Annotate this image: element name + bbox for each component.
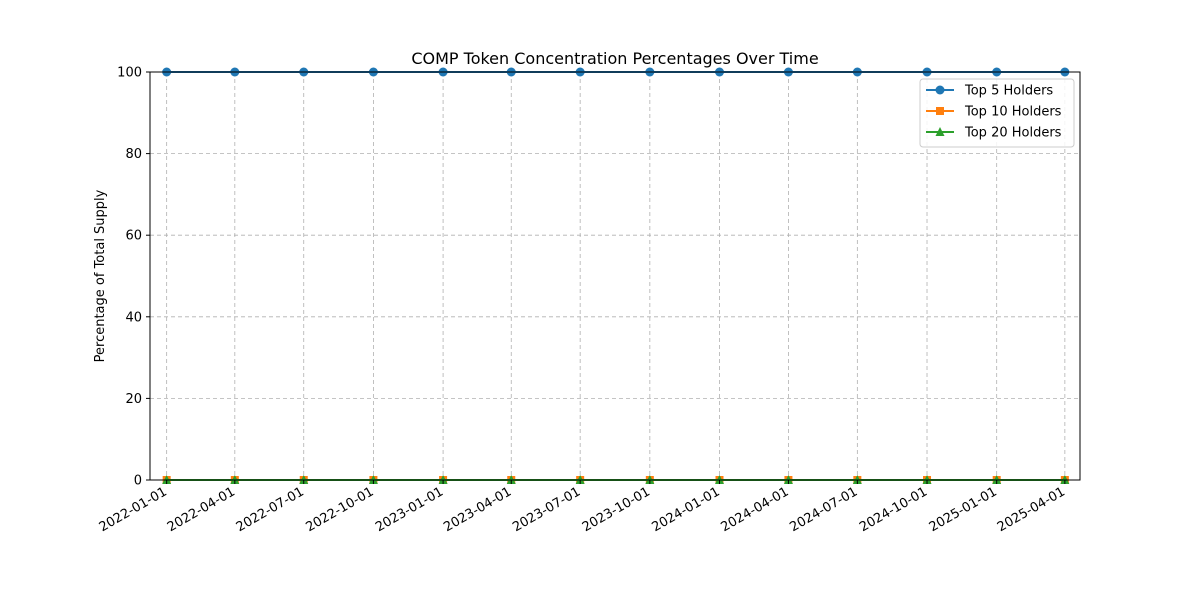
x-tick-label: 2024-10-01 [857, 484, 930, 535]
legend-item: Top 20 Holders [926, 126, 1062, 141]
x-tick-label: 2022-04-01 [165, 484, 238, 535]
legend-label: Top 10 Holders [964, 105, 1062, 120]
x-tick-label: 2023-10-01 [580, 484, 653, 535]
plot-frame [149, 71, 1081, 481]
x-tick-label: 2022-07-01 [234, 484, 307, 535]
legend-label: Top 5 Holders [964, 84, 1053, 99]
x-tick-label: 2024-07-01 [787, 484, 860, 535]
legend-marker [936, 107, 944, 115]
x-tick-label: 2022-01-01 [97, 484, 170, 535]
y-tick-label: 40 [125, 310, 142, 325]
x-tick-label: 2023-04-01 [441, 484, 514, 535]
x-tick-label: 2023-01-01 [373, 484, 446, 535]
x-tick-label: 2023-07-01 [510, 484, 583, 535]
y-tick-label: 20 [125, 392, 142, 407]
legend: Top 5 Holders Top 10 Holders Top 20 Holder… [919, 78, 1075, 148]
y-tick-label: 0 [134, 474, 142, 489]
y-tick-label: 60 [125, 229, 142, 244]
legend-label: Top 20 Holders [964, 126, 1062, 141]
x-tick-label: 2022-10-01 [303, 484, 376, 535]
x-tick-label: 2024-01-01 [650, 484, 723, 535]
x-tick-label: 2024-04-01 [718, 484, 791, 535]
legend-item: Top 10 Holders [926, 105, 1062, 120]
y-tick-label: 100 [117, 66, 142, 81]
legend-marker [935, 85, 945, 95]
grid [150, 72, 1080, 480]
y-tick-label: 80 [125, 147, 142, 162]
legend-box [919, 78, 1075, 148]
x-tick-label: 2025-04-01 [995, 484, 1068, 535]
chart-title: COMP Token Concentration Percentages Ove… [411, 49, 818, 68]
x-tick-label: 2025-01-01 [927, 484, 1000, 535]
legend-marker [935, 127, 945, 136]
y-axis-title: Percentage of Total Supply [93, 189, 108, 362]
legend-item: Top 5 Holders [926, 84, 1053, 99]
